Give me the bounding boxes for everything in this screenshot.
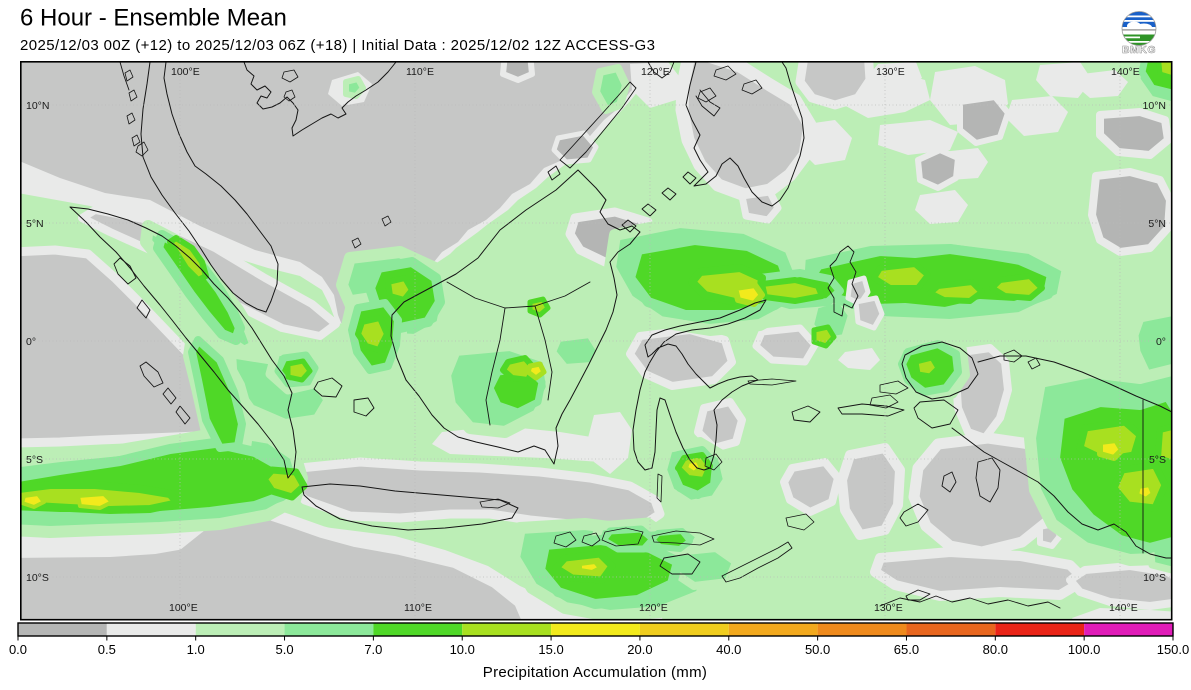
svg-text:10°N: 10°N: [1143, 100, 1166, 112]
svg-text:100°E: 100°E: [171, 66, 200, 78]
svg-text:0°: 0°: [1156, 336, 1166, 348]
svg-text:5.0: 5.0: [276, 642, 294, 657]
svg-text:10°S: 10°S: [1143, 572, 1166, 584]
svg-text:20.0: 20.0: [627, 642, 652, 657]
svg-text:0.0: 0.0: [9, 642, 27, 657]
svg-text:5°S: 5°S: [1149, 454, 1166, 466]
svg-text:65.0: 65.0: [894, 642, 919, 657]
svg-text:80.0: 80.0: [983, 642, 1008, 657]
svg-text:120°E: 120°E: [641, 66, 670, 78]
svg-text:10°N: 10°N: [26, 100, 49, 112]
svg-text:7.0: 7.0: [364, 642, 382, 657]
svg-text:110°E: 110°E: [404, 602, 432, 614]
svg-text:140°E: 140°E: [1111, 66, 1140, 78]
svg-text:120°E: 120°E: [639, 602, 668, 614]
svg-text:100°E: 100°E: [169, 602, 198, 614]
svg-text:130°E: 130°E: [876, 66, 905, 78]
svg-text:10.0: 10.0: [450, 642, 475, 657]
svg-text:0.5: 0.5: [98, 642, 116, 657]
svg-text:1.0: 1.0: [187, 642, 205, 657]
svg-text:140°E: 140°E: [1109, 602, 1138, 614]
svg-text:110°E: 110°E: [406, 66, 434, 78]
svg-text:10°S: 10°S: [26, 572, 49, 584]
svg-text:5°S: 5°S: [26, 454, 43, 466]
svg-text:0°: 0°: [26, 336, 36, 348]
svg-text:15.0: 15.0: [538, 642, 563, 657]
svg-text:50.0: 50.0: [805, 642, 830, 657]
svg-text:BMKG: BMKG: [1122, 44, 1156, 56]
svg-text:40.0: 40.0: [716, 642, 741, 657]
svg-text:150.0: 150.0: [1157, 642, 1190, 657]
svg-text:5°N: 5°N: [1148, 218, 1166, 230]
svg-text:Precipitation Accumulation (mm: Precipitation Accumulation (mm): [483, 664, 707, 681]
svg-text:6 Hour - Ensemble Mean: 6 Hour - Ensemble Mean: [20, 5, 287, 32]
svg-text:2025/12/03 00Z (+12) to 2025/1: 2025/12/03 00Z (+12) to 2025/12/03 06Z (…: [20, 37, 655, 54]
svg-text:5°N: 5°N: [26, 218, 44, 230]
svg-text:100.0: 100.0: [1068, 642, 1101, 657]
svg-text:130°E: 130°E: [874, 602, 903, 614]
